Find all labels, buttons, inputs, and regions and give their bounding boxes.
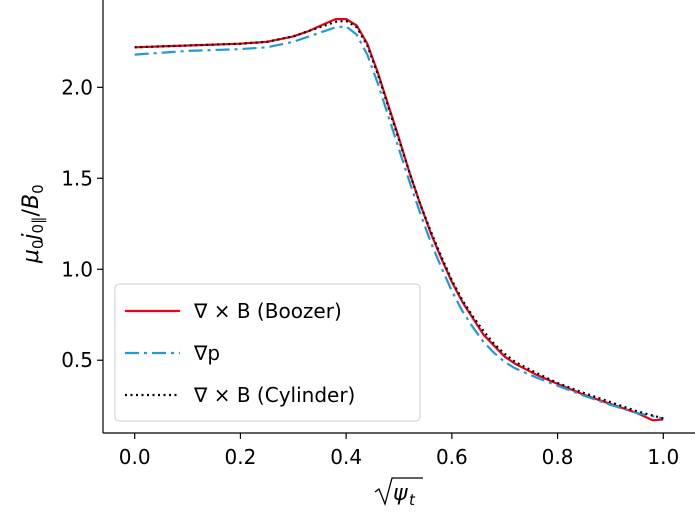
x-ticks: 0.0 0.2 0.4 0.6 0.8 1.0 bbox=[119, 433, 679, 469]
x-axis-label-subscript: t bbox=[409, 491, 416, 509]
y-tick-label: 0.5 bbox=[61, 348, 93, 372]
sqrt-symbol-icon bbox=[374, 477, 423, 507]
x-tick-label: 0.2 bbox=[225, 445, 257, 469]
legend-box bbox=[114, 283, 421, 422]
x-tick-label: 0.6 bbox=[436, 445, 468, 469]
y-tick-label: 1.5 bbox=[61, 166, 93, 190]
legend-label-0: ∇ × B (Boozer) bbox=[193, 299, 342, 323]
x-tick-label: 0.8 bbox=[542, 445, 574, 469]
legend-label-1: ∇p bbox=[193, 341, 220, 365]
series-layer bbox=[134, 18, 664, 422]
y-ticks: 0.5 1.0 1.5 2.0 bbox=[61, 75, 103, 372]
y-tick-label: 2.0 bbox=[61, 75, 93, 99]
x-tick-label: 0.0 bbox=[119, 445, 151, 469]
legend: ∇ × B (Boozer) ∇p ∇ × B (Cylinder) bbox=[114, 283, 421, 422]
legend-label-2: ∇ × B (Cylinder) bbox=[193, 383, 355, 407]
x-axis-label: ψ t bbox=[374, 477, 423, 509]
x-tick-label: 1.0 bbox=[647, 445, 679, 469]
axes bbox=[102, 0, 695, 434]
y-axis-label: μ0j0∥/B0 bbox=[19, 184, 47, 264]
legend-items: ∇ × B (Boozer) ∇p ∇ × B (Cylinder) bbox=[125, 299, 355, 407]
series-line-1 bbox=[134, 25, 664, 420]
x-axis-label-symbol: ψ bbox=[393, 481, 408, 506]
y-tick-label: 1.0 bbox=[61, 257, 93, 281]
x-tick-label: 0.4 bbox=[330, 445, 362, 469]
